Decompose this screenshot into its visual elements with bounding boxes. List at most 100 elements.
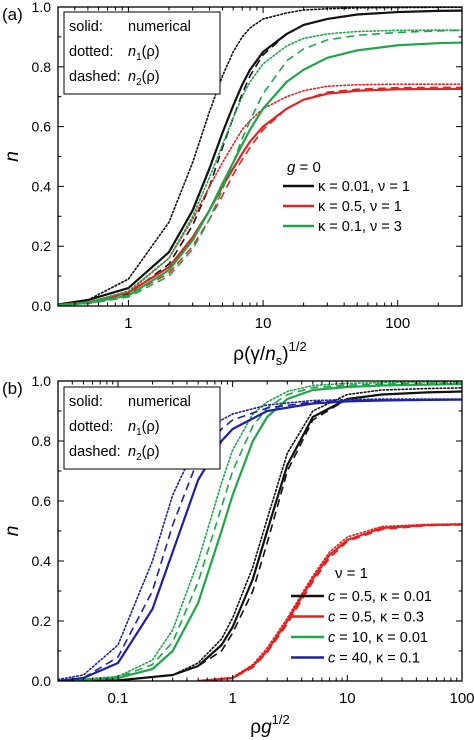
note-value: n1(ρ)	[128, 44, 160, 63]
legend-label: κ = 0.5, ν = 1	[318, 199, 402, 215]
series-line-dotted-7	[58, 29, 462, 306]
legend-title-symbol: g	[287, 159, 296, 176]
y-tick-label: 0.0	[32, 298, 52, 314]
x-tick-label: 1	[228, 690, 236, 707]
x-axis-label: ρg1/2	[250, 712, 289, 738]
x-tick-label: 100	[449, 690, 474, 707]
series-line-solid-3	[58, 87, 462, 306]
legend-label-italic: c	[328, 589, 336, 605]
series-line-dotted-4	[197, 523, 462, 681]
note-suffix: (ρ)	[142, 69, 160, 85]
note-italic-n: n	[128, 444, 136, 460]
legend-title-symbol: ν	[335, 565, 343, 582]
note-label: dashed:	[69, 69, 121, 85]
legend-label-rest: = 0.5, κ = 0.01	[335, 589, 432, 605]
x-label-part: ρ	[250, 717, 261, 738]
series-line-dashed-8	[58, 382, 462, 681]
x-label-superscript: 1/2	[289, 339, 307, 354]
x-tick-label: 1	[124, 315, 132, 332]
series-line-dashed-8	[58, 29, 462, 306]
series-line-solid-6	[58, 382, 462, 681]
x-tick-label: 10	[255, 315, 272, 332]
note-value: numerical	[128, 19, 191, 35]
legend-title: g = 0	[287, 159, 321, 176]
x-axis-label: ρ(γ/ns)1/2	[233, 339, 306, 368]
note-value-text: numerical	[128, 19, 191, 35]
legend-label: c = 40, κ = 0.1	[328, 651, 420, 667]
legend-label-rest: = 0.5, κ = 0.3	[335, 610, 424, 626]
x-label-italic: g	[261, 717, 272, 738]
legend-label-rest: = 10, κ = 0.01	[335, 630, 428, 646]
panel-label: (b)	[2, 379, 23, 398]
note-label: dotted:	[69, 44, 113, 60]
y-tick-label: 1.0	[32, 0, 52, 15]
legend-label: κ = 0.1, ν = 3	[318, 219, 402, 235]
series-line-dotted-1	[58, 7, 462, 306]
series-line-dashed-2	[58, 390, 462, 681]
panel-0: 1 10 1000.00.20.40.60.81.0(a)nρ(γ/ns)1/2so…	[2, 0, 463, 368]
x-label-italic: n	[265, 344, 276, 365]
x-tick-label: 0.1	[108, 690, 129, 707]
x-label-subscript: s	[276, 353, 283, 368]
note-italic-n: n	[128, 419, 136, 435]
series-line-dotted-10	[58, 398, 462, 681]
panel-label: (a)	[2, 5, 23, 24]
y-tick-label: 0.8	[32, 59, 52, 75]
note-label: solid:	[69, 394, 103, 410]
legend-label-italic: c	[328, 630, 336, 646]
series-line-dashed-5	[198, 524, 462, 681]
series-line-solid-0	[58, 9, 462, 306]
note-label: solid:	[69, 19, 103, 35]
note-italic-n: n	[128, 44, 136, 60]
y-tick-label: 0.6	[32, 493, 52, 509]
x-label-superscript: 1/2	[272, 712, 290, 727]
y-tick-label: 0.2	[32, 613, 52, 629]
series-line-dashed-5	[58, 86, 462, 306]
legend-label: c = 0.5, κ = 0.01	[328, 589, 432, 605]
series-line-solid-6	[58, 41, 462, 306]
x-tick-label: 100	[385, 315, 410, 332]
x-label-part: ρ(γ/	[233, 344, 266, 365]
notes-box	[63, 386, 221, 470]
note-subscript: 1	[136, 427, 142, 438]
y-tick-label: 0.4	[32, 178, 52, 194]
note-suffix: (ρ)	[142, 44, 160, 60]
series-line-solid-3	[198, 523, 462, 681]
note-subscript: 2	[136, 77, 142, 88]
note-value: numerical	[128, 394, 191, 410]
note-label: dotted:	[69, 419, 113, 435]
legend-title-rest: = 0	[295, 159, 320, 176]
y-tick-label: 0.2	[32, 238, 52, 254]
y-tick-label: 0.8	[32, 433, 52, 449]
legend-title: ν = 1	[335, 565, 368, 582]
y-axis-label: n	[2, 526, 23, 537]
legend-label-rest: = 40, κ = 0.1	[335, 651, 420, 667]
y-axis-label: n	[2, 151, 23, 162]
panel-1: 0.1 1 10 100 0.0 0.2 0.4 0.6 0.8 1.0 (b) n ρg1/2 soli…	[2, 373, 474, 738]
legend-label: κ = 0.01, ν = 1	[318, 179, 410, 195]
series-line-solid-9	[58, 398, 462, 681]
note-value-text: numerical	[128, 394, 191, 410]
y-tick-label: 0.6	[32, 119, 52, 135]
series-group	[58, 7, 462, 306]
series-line-dashed-11	[58, 398, 462, 681]
x-label-part: )	[282, 344, 288, 365]
series-line-dotted-7	[58, 381, 462, 681]
note-italic-n: n	[128, 69, 136, 85]
legend-label: c = 10, κ = 0.01	[328, 630, 428, 646]
y-tick-label: 0.4	[32, 553, 52, 569]
note-subscript: 2	[136, 452, 142, 463]
note-label: dashed:	[69, 444, 121, 460]
series-group	[58, 381, 462, 681]
note-value: n2(ρ)	[128, 444, 160, 463]
note-suffix: (ρ)	[142, 444, 160, 460]
legend-title-rest: = 1	[343, 565, 368, 582]
legend-label: c = 0.5, κ = 0.3	[328, 610, 424, 626]
legend-label-italic: c	[328, 610, 336, 626]
note-subscript: 1	[136, 52, 142, 63]
notes-box	[63, 11, 221, 95]
x-tick-label: 10	[339, 690, 356, 707]
note-suffix: (ρ)	[142, 419, 160, 435]
note-value: n2(ρ)	[128, 69, 160, 88]
